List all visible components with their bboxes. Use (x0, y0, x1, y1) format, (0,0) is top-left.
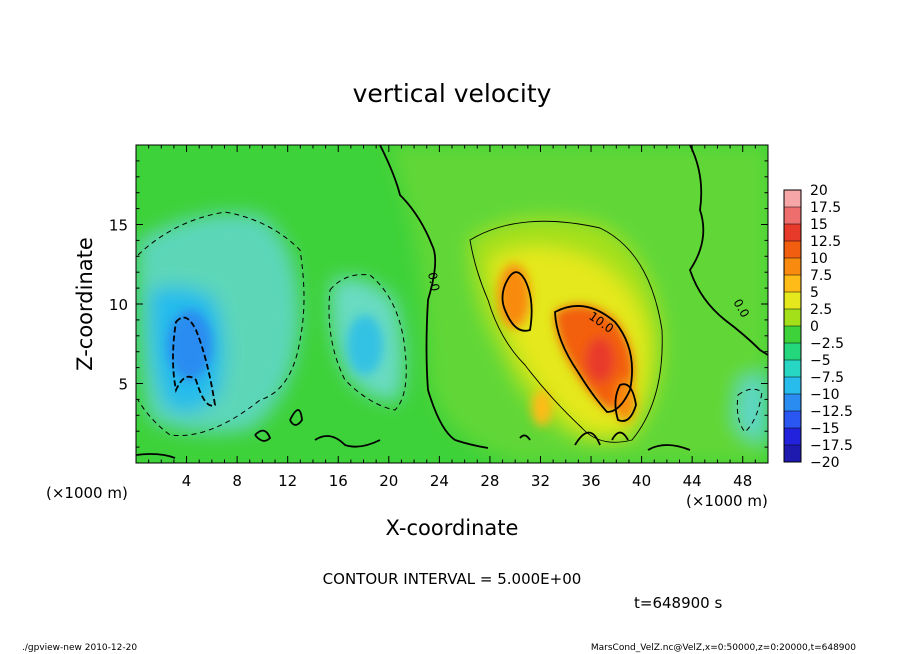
colorbar-segment (784, 292, 801, 310)
field-cores (168, 264, 635, 426)
x-tick-label: 28 (480, 472, 499, 490)
colorbar-segment (784, 445, 801, 463)
colorbar-label: 15 (810, 217, 828, 233)
colorbar-segment (784, 207, 801, 225)
colorbar-segment (784, 309, 801, 327)
contour-ten-main (554, 305, 633, 413)
footer-left: ./gpview-new 2010-12-20 (22, 643, 137, 653)
colorbar-label: −12.5 (810, 404, 853, 420)
contour-neg-five-left (137, 211, 305, 437)
x-tick-label: 16 (329, 472, 348, 490)
contour-ten-low (614, 383, 637, 422)
colorbar-label: −5 (810, 353, 831, 369)
contour-interval: CONTOUR INTERVAL = 5.000E+00 (323, 570, 582, 588)
time-stamp: t=648900 s (634, 594, 722, 612)
colorbar-label: 0 (810, 319, 819, 335)
colorbar-segment (784, 241, 801, 259)
x-tick-label: 36 (581, 472, 600, 490)
colorbar-segment (784, 190, 801, 208)
x-axis-ticks: 4 8 12 16 20 24 28 32 36 40 44 48 (148, 145, 756, 490)
x-axis-label: X-coordinate (386, 516, 519, 540)
contour-ten-upper (501, 271, 533, 332)
x-tick-label: 4 (182, 472, 192, 490)
x-unit-left: (×1000 m) (46, 484, 128, 502)
colorbar-label: −15 (810, 421, 840, 437)
colorbar-label: 5 (810, 285, 819, 301)
contour-zero-base (136, 409, 691, 459)
x-tick-label: 24 (430, 472, 449, 490)
colorbar-label: 7.5 (810, 268, 832, 284)
colorbar-label: −20 (810, 455, 840, 471)
contour-label-0: 0.0 (425, 271, 442, 292)
colorbar: 2017.51512.5107.552.50−2.5−5−7.5−10−12.5… (783, 183, 853, 471)
colorbar-label: −17.5 (810, 438, 853, 454)
footer-right: MarsCond_VelZ.nc@VelZ,x=0:50000,z=0:2000… (591, 643, 856, 653)
y-tick-label: 10 (109, 296, 128, 314)
colorbar-segment (784, 343, 801, 361)
plot-area: 0.0 10.0 0.0 (136, 145, 768, 463)
colorbar-label: −2.5 (810, 336, 844, 352)
x-unit-right: (×1000 m) (686, 492, 768, 510)
colorbar-label: 17.5 (810, 200, 841, 216)
x-tick-label: 20 (379, 472, 398, 490)
region-downdraft-right (735, 375, 768, 441)
colorbar-segment (784, 394, 801, 412)
colorbar-label: 12.5 (810, 234, 841, 250)
core-downdraft-left (168, 310, 212, 380)
colorbar-segment (784, 428, 801, 446)
contour-five (469, 220, 663, 443)
x-tick-label: 48 (733, 472, 752, 490)
colorbar-label: −10 (810, 387, 840, 403)
y-tick-label: 15 (109, 217, 128, 235)
core-downdraft-mid (347, 315, 383, 375)
colorbar-segment (784, 411, 801, 429)
colorbar-label: 2.5 (810, 302, 832, 318)
core-updraft-base (532, 390, 552, 426)
x-tick-label: 44 (683, 472, 702, 490)
colorbar-label: −7.5 (810, 370, 844, 386)
colorbar-segment (784, 275, 801, 293)
x-tick-label: 12 (278, 472, 297, 490)
core-updraft-peak (586, 338, 614, 382)
colorbar-segment (784, 258, 801, 276)
contour-neg-ten-left (172, 316, 216, 407)
x-tick-label: 40 (632, 472, 651, 490)
x-tick-label: 32 (531, 472, 550, 490)
y-tick-label: 5 (118, 376, 128, 394)
colorbar-segment (784, 326, 801, 344)
colorbar-label: 20 (810, 183, 828, 199)
contours (136, 145, 768, 459)
colorbar-segment (784, 360, 801, 378)
colorbar-label: 10 (810, 251, 828, 267)
y-axis-ticks: 5 10 15 (109, 160, 768, 448)
x-tick-label: 8 (232, 472, 242, 490)
y-axis-label: Z-coordinate (73, 237, 97, 371)
contour-zero-main (379, 145, 768, 449)
colorbar-segment (784, 224, 801, 242)
contour-neg-five-mid (328, 274, 407, 411)
chart-title: vertical velocity (353, 79, 552, 108)
colorbar-segment (784, 377, 801, 395)
